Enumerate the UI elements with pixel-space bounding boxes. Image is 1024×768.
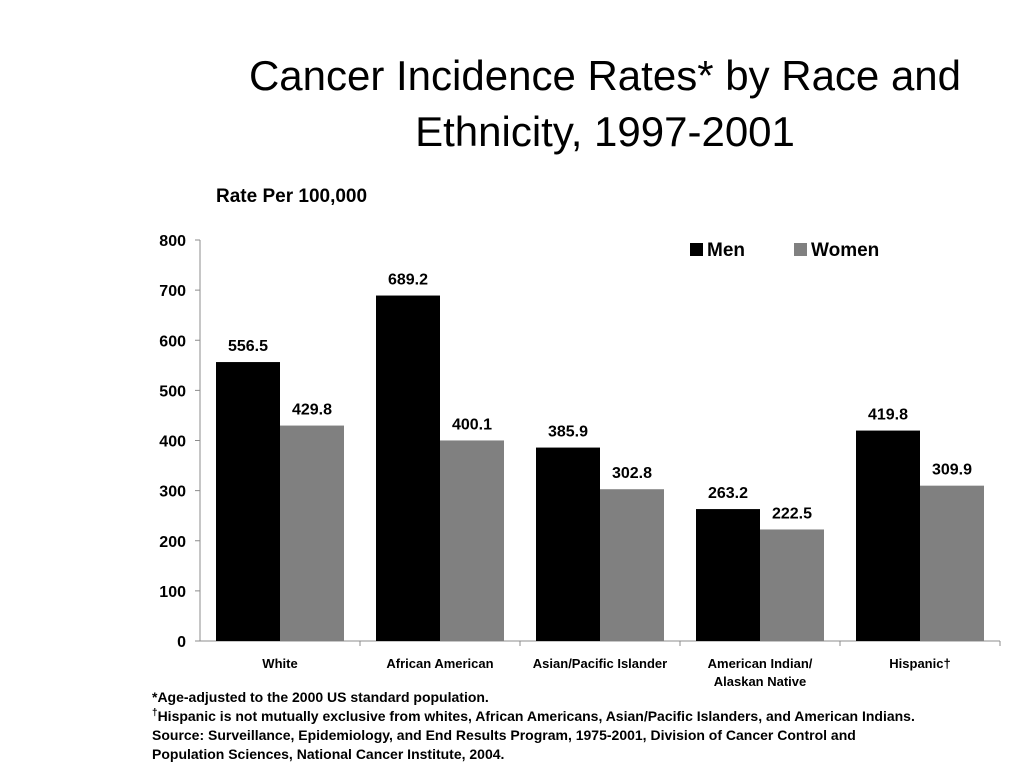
category-label: White [262,656,297,671]
y-tick-label: 700 [159,283,186,300]
category-label: Hispanic† [889,656,950,671]
bar-men [216,362,280,641]
footnotes: *Age-adjusted to the 2000 US standard po… [152,688,1012,764]
category-label: African American [386,656,493,671]
legend-label-women: Women [811,240,879,261]
data-label: 689.2 [388,272,428,289]
footnote-hispanic-text: Hispanic is not mutually exclusive from … [157,708,915,724]
data-label: 309.9 [932,462,972,479]
dagger-mark: † [152,707,158,719]
bar-men [376,295,440,641]
data-label: 400.1 [452,416,492,433]
category-label: Alaskan Native [714,674,807,689]
y-tick-label: 600 [159,333,186,350]
data-label: 385.9 [548,424,588,441]
legend-swatch-men [690,243,703,256]
footnote-hispanic: †Hispanic is not mutually exclusive from… [152,707,1012,726]
data-label: 302.8 [612,465,652,482]
bar-women [440,440,504,641]
footnote-source-line-1: Source: Surveillance, Epidemiology, and … [152,727,856,743]
bar-women [920,485,984,641]
bar-women [280,425,344,641]
y-axis-title: Rate Per 100,000 [216,186,367,207]
slide-title: Cancer Incidence Rates* by Race and Ethn… [200,48,1010,160]
y-tick-label: 300 [159,484,186,501]
y-tick-label: 500 [159,383,186,400]
bar-men [856,430,920,641]
footnote-source-line-2: Population Sciences, National Cancer Ins… [152,746,505,762]
bar-women [600,489,664,641]
category-label: American Indian/ [708,656,813,671]
bar-men [536,447,600,641]
data-label: 222.5 [772,505,812,522]
y-tick-label: 400 [159,434,186,451]
slide-title-line-2: Ethnicity, 1997-2001 [415,108,795,155]
data-label: 419.8 [868,407,908,424]
footnote-age-adjusted: *Age-adjusted to the 2000 US standard po… [152,689,489,705]
legend-label-men: Men [707,240,745,261]
data-label: 429.8 [292,402,332,419]
data-label: 263.2 [708,485,748,502]
slide-title-line-1: Cancer Incidence Rates* by Race and [248,52,962,99]
y-tick-label: 0 [177,634,186,651]
bar-women [760,529,824,641]
bar-men [696,509,760,641]
y-tick-label: 100 [159,584,186,601]
category-label: Asian/Pacific Islander [533,656,667,671]
y-tick-label: 200 [159,534,186,551]
legend-swatch-women [794,243,807,256]
data-label: 556.5 [228,338,268,355]
y-tick-label: 800 [159,233,186,250]
